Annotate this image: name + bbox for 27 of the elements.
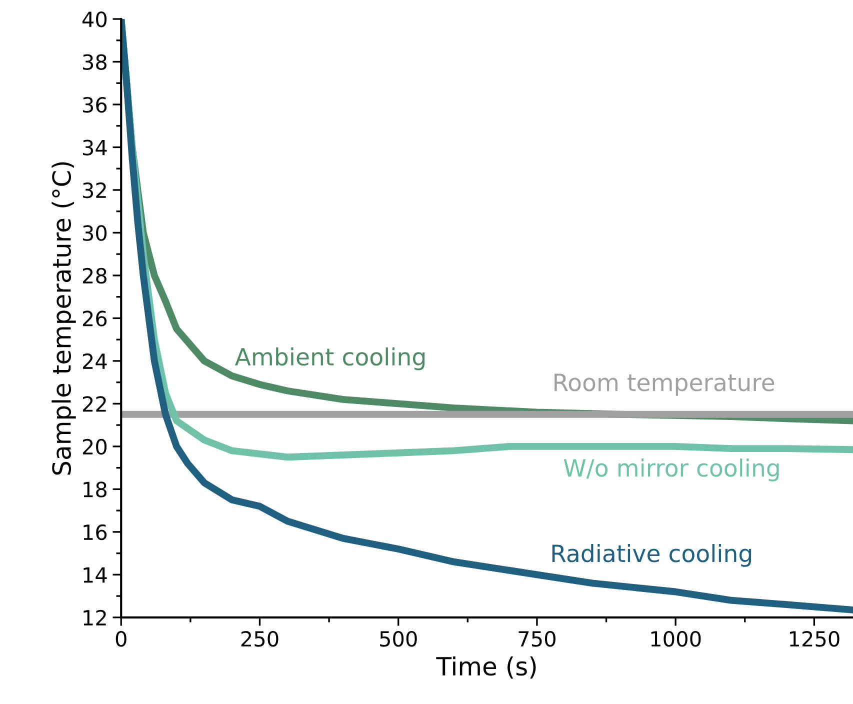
y-tick-label: 26 <box>82 310 107 326</box>
y-tick-label: 12 <box>84 610 106 626</box>
y-axis-title: Sample temperature (°C) <box>52 162 76 475</box>
y-tick-label: 34 <box>83 140 107 156</box>
y-tick-label: 24 <box>82 353 107 369</box>
y-tick-label: 38 <box>83 54 107 70</box>
y-tick-label: 20 <box>82 438 107 455</box>
y-tick-label: 16 <box>84 524 107 540</box>
y-tick-label: 40 <box>82 11 107 28</box>
series-label: W/o mirror cooling <box>564 458 779 482</box>
y-tick-label: 32 <box>83 182 106 198</box>
x-tick-label: 500 <box>380 630 417 647</box>
y-tick-label: 30 <box>83 225 107 241</box>
x-tick-label: 0 <box>116 630 126 647</box>
series-label: Room temperature <box>554 374 774 396</box>
x-tick-label: 250 <box>241 630 278 647</box>
y-tick-label: 22 <box>82 396 106 412</box>
series-label: Ambient cooling <box>234 347 425 370</box>
y-tick-label: 14 <box>84 567 107 583</box>
x-tick-label: 750 <box>518 630 556 647</box>
series-label: Radiative cooling <box>552 544 752 567</box>
y-tick-label: 28 <box>82 268 107 284</box>
x-tick-label: 1000 <box>651 630 701 647</box>
y-tick-label: 36 <box>83 96 107 113</box>
x-tick-label: 1250 <box>790 630 840 647</box>
x-axis-title: Time (s) <box>436 656 536 679</box>
y-tick-label: 18 <box>84 482 107 498</box>
